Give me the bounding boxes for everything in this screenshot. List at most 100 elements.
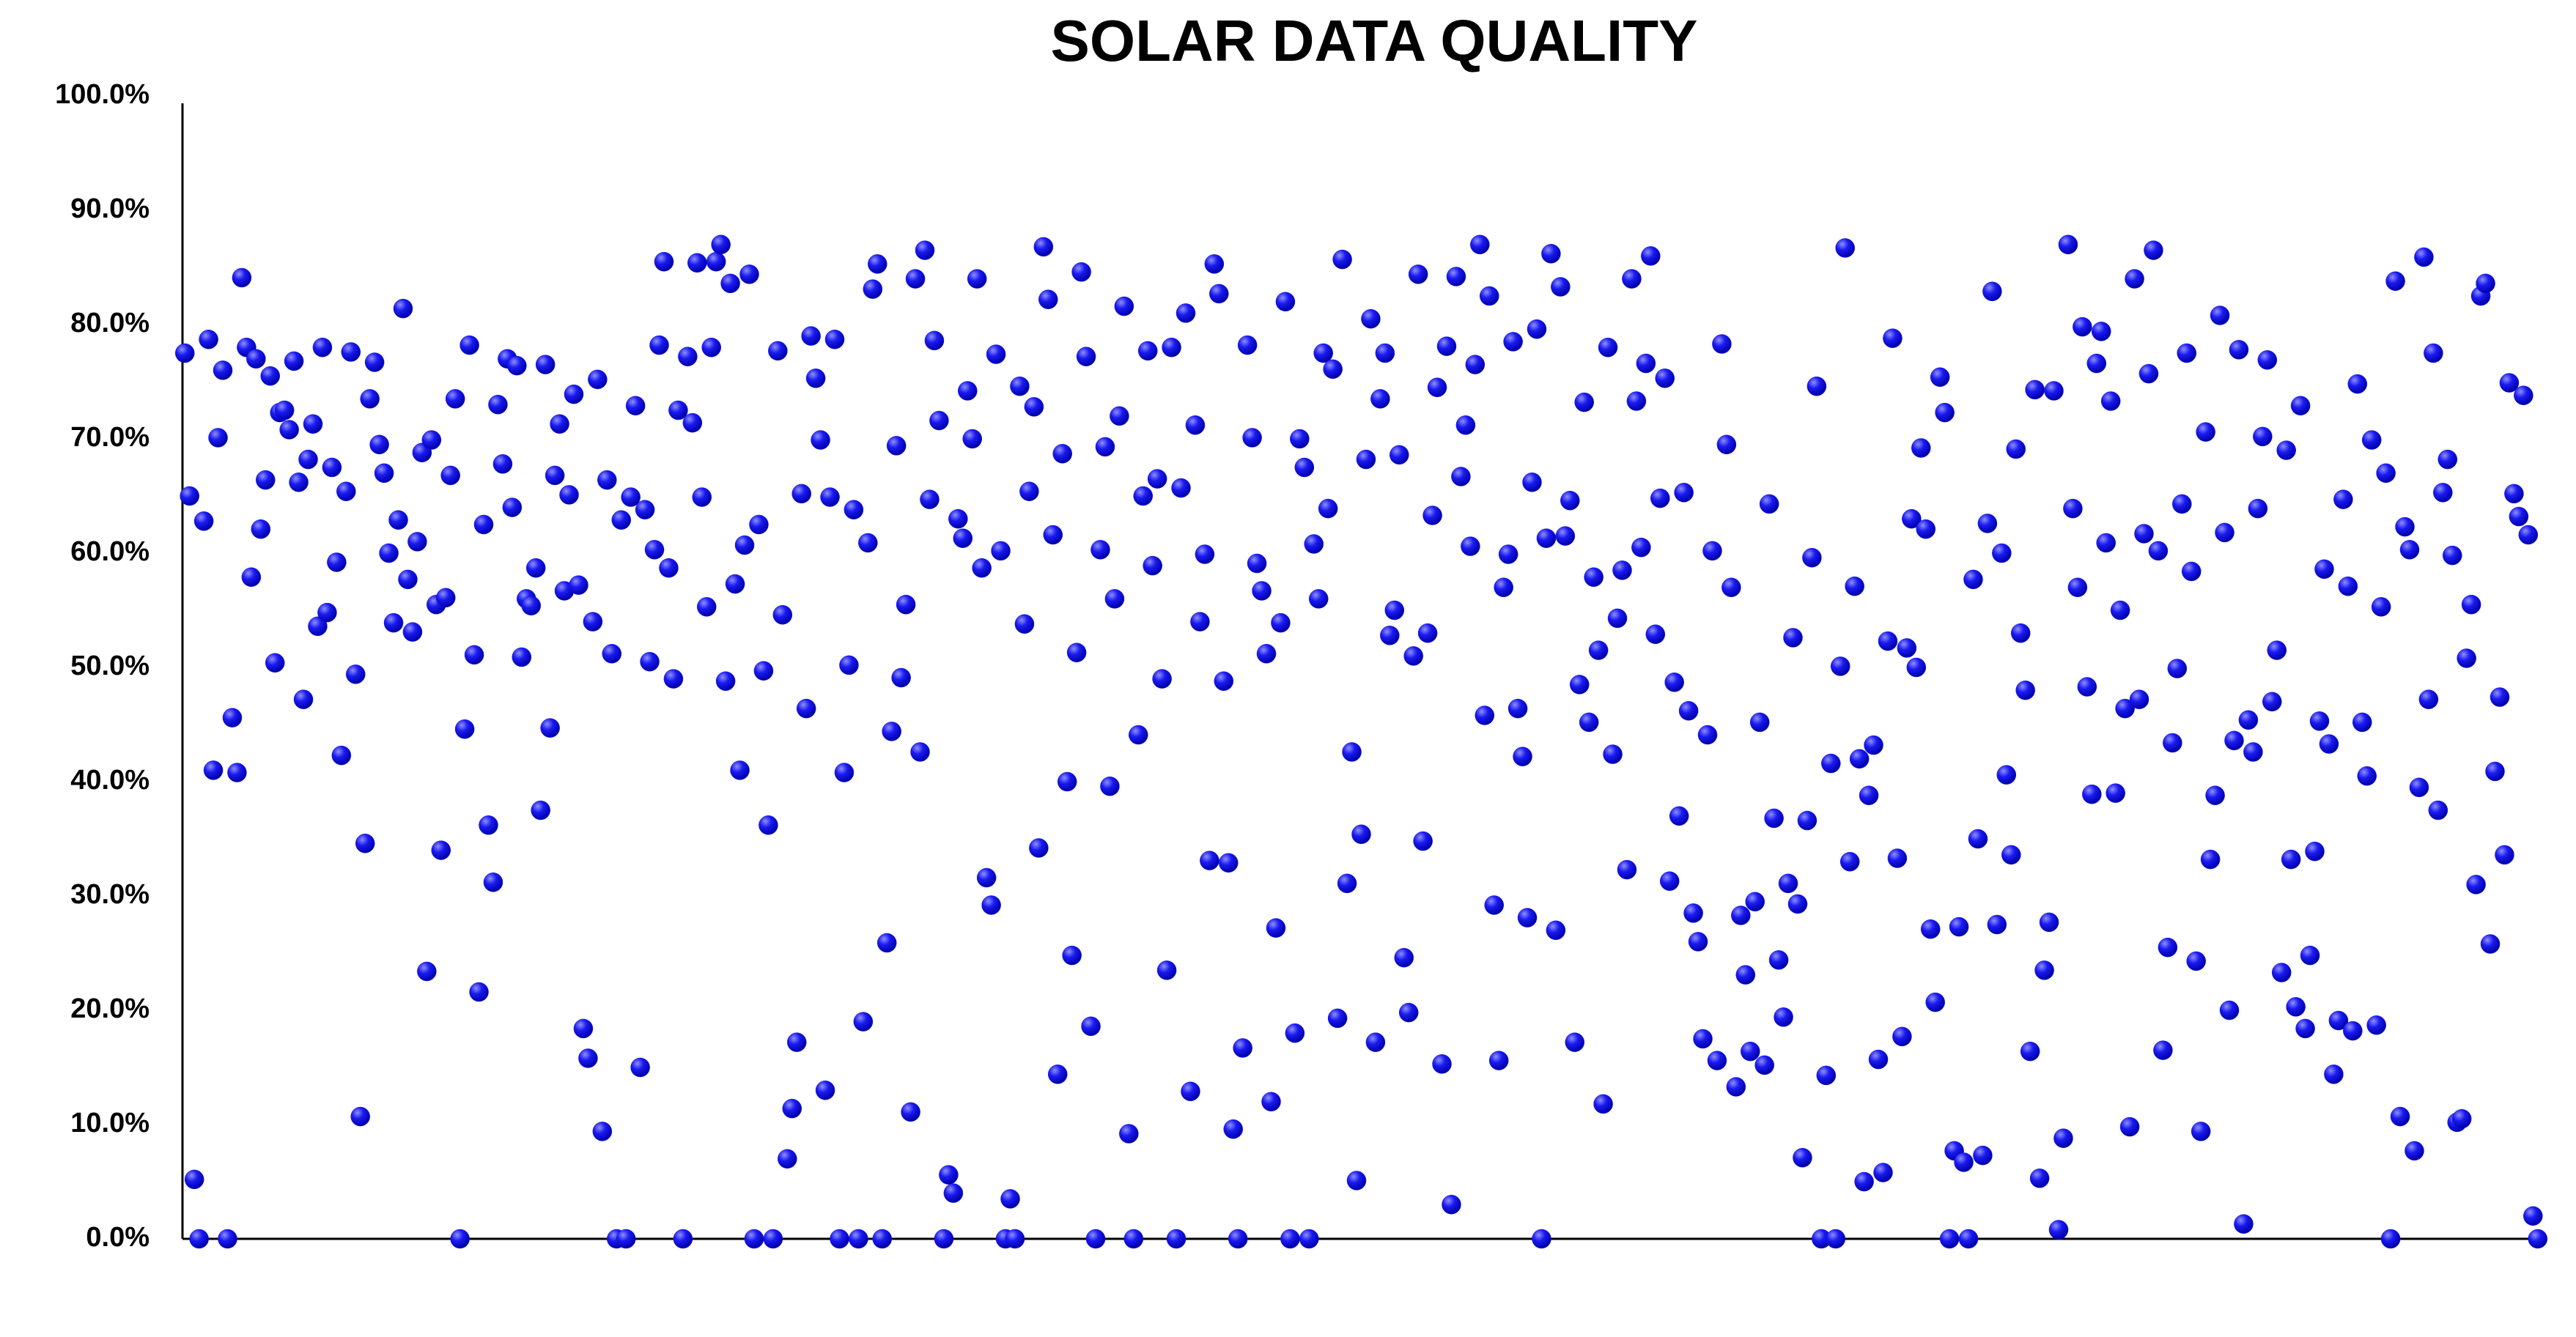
- point: [1280, 1229, 1300, 1249]
- point: [644, 540, 665, 560]
- y-tick-label: 70.0%: [70, 422, 150, 453]
- point: [2134, 524, 2154, 544]
- point: [1066, 642, 1087, 662]
- point: [2034, 960, 2054, 980]
- point: [1323, 359, 1343, 379]
- point: [336, 481, 356, 502]
- y-tick-label: 20.0%: [70, 993, 150, 1024]
- point: [820, 487, 840, 507]
- point: [222, 708, 243, 727]
- point: [1607, 608, 1628, 629]
- y-tick-label: 90.0%: [70, 193, 150, 224]
- point: [588, 369, 608, 390]
- point: [1123, 1229, 1144, 1249]
- point: [1299, 1229, 1319, 1249]
- point: [778, 1149, 797, 1169]
- point: [1294, 457, 1315, 478]
- point: [1209, 284, 1229, 304]
- point: [308, 616, 328, 637]
- point: [2523, 1206, 2543, 1226]
- point: [920, 489, 940, 509]
- point: [1503, 332, 1523, 352]
- point: [2020, 1041, 2040, 1062]
- point: [1669, 806, 1689, 826]
- point: [782, 1098, 802, 1119]
- point: [1522, 473, 1542, 492]
- point: [2186, 951, 2206, 971]
- point: [663, 669, 684, 689]
- point: [199, 330, 218, 349]
- point: [2499, 373, 2520, 393]
- point: [1104, 589, 1125, 609]
- point: [654, 251, 674, 272]
- point: [1674, 483, 1694, 503]
- point: [1968, 829, 1988, 849]
- point: [849, 1229, 868, 1249]
- point: [896, 594, 916, 615]
- point: [1455, 415, 1476, 435]
- point: [2319, 734, 2339, 754]
- point: [1570, 675, 1590, 695]
- point: [2253, 426, 2273, 447]
- point: [218, 1229, 237, 1249]
- point: [1019, 481, 1039, 502]
- point: [1636, 353, 1656, 374]
- point: [1835, 238, 1855, 258]
- point: [1480, 286, 1499, 306]
- point: [450, 1229, 470, 1249]
- point: [2082, 784, 2102, 804]
- point: [1137, 341, 1158, 361]
- point: [1119, 1124, 1139, 1144]
- point: [1854, 1171, 1874, 1192]
- point: [2177, 343, 2197, 363]
- point: [402, 622, 423, 642]
- point: [2457, 648, 2476, 668]
- point: [953, 528, 973, 548]
- point: [488, 394, 508, 415]
- point: [986, 344, 1006, 364]
- point: [1560, 490, 1580, 511]
- point: [1655, 368, 1675, 388]
- point: [2271, 963, 2292, 982]
- point: [1536, 528, 1557, 548]
- point: [1090, 540, 1110, 560]
- y-tick-label: 0.0%: [86, 1222, 150, 1253]
- point: [711, 234, 731, 255]
- point: [621, 487, 641, 507]
- point: [1546, 920, 1566, 941]
- y-tick-label: 30.0%: [70, 879, 150, 910]
- point: [1593, 1094, 1613, 1114]
- point: [934, 1229, 954, 1249]
- point: [1906, 657, 1927, 678]
- point: [2376, 463, 2396, 484]
- point: [2163, 733, 2182, 753]
- point: [2328, 1010, 2349, 1031]
- point: [1821, 753, 1841, 774]
- point: [1219, 853, 1239, 873]
- point: [1864, 735, 1883, 755]
- point: [1797, 810, 1817, 831]
- point: [1152, 669, 1172, 689]
- point: [673, 1229, 693, 1249]
- point: [876, 933, 897, 953]
- point: [265, 653, 285, 673]
- point: [460, 335, 479, 355]
- point: [1892, 1026, 1912, 1047]
- point: [2518, 525, 2539, 545]
- point: [1839, 851, 1860, 872]
- point: [1659, 871, 1680, 891]
- point: [2129, 689, 2149, 709]
- point: [2148, 541, 2169, 561]
- point: [2138, 363, 2159, 384]
- point: [1712, 334, 1732, 354]
- point: [1470, 234, 1490, 255]
- point: [1370, 389, 1390, 409]
- y-tick-label: 100.0%: [55, 79, 150, 110]
- point: [1181, 1081, 1200, 1102]
- point: [958, 381, 978, 401]
- point: [1446, 267, 1466, 286]
- point: [2485, 761, 2505, 782]
- point: [2305, 841, 2325, 862]
- point: [2044, 381, 2064, 401]
